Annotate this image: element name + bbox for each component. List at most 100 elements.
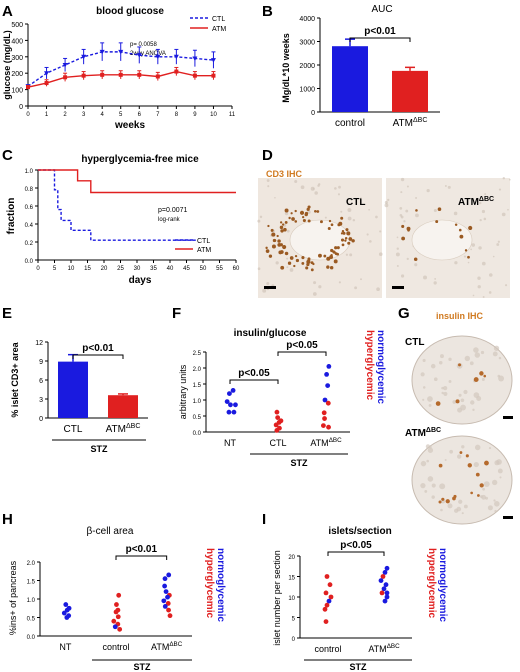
tissue-texture [447, 185, 451, 189]
chart-f-y-label: arbitrary units [178, 364, 188, 419]
chart-i-point [326, 598, 332, 604]
scale-bar [503, 516, 513, 519]
tissue-texture [472, 408, 475, 412]
chart-h-y-tick-label: 2.0 [27, 561, 36, 567]
cd3-positive-cell [293, 264, 296, 268]
tissue-texture [502, 177, 505, 180]
chart-f-point [275, 415, 281, 420]
tissue-texture [473, 347, 479, 353]
cd3-positive-cell [330, 223, 334, 227]
chart-e-y-tick-label: 0 [39, 416, 43, 423]
chart-c-x-tick-label: 35 [150, 266, 157, 272]
chart-h-point [111, 618, 117, 624]
scale-bar [392, 286, 404, 289]
tissue-texture [340, 210, 343, 213]
chart-c-x-label: days [129, 275, 152, 286]
insulin-positive-islet [484, 460, 489, 466]
tissue-texture [405, 209, 409, 213]
insulin-positive-islet [473, 377, 479, 382]
insulin-positive-islet [445, 499, 450, 504]
tissue-texture [434, 278, 437, 280]
tissue-texture [479, 218, 482, 222]
chart-a-x-tick-label: 4 [101, 112, 105, 118]
tissue-texture [478, 246, 482, 250]
tissue-texture [307, 210, 311, 214]
tissue-texture [384, 203, 389, 208]
cd3-positive-cell [467, 255, 470, 259]
cd3-positive-cell [284, 221, 288, 224]
cd3-positive-cell [329, 265, 334, 270]
chart-h-point [113, 609, 119, 615]
chart-i-point [383, 582, 389, 588]
chart-f-title: insulin/glucose [234, 328, 307, 339]
tissue-texture [368, 208, 370, 211]
chart-e-y-tick-label: 12 [35, 340, 43, 347]
tissue-texture [481, 261, 486, 266]
chart-a-point [136, 53, 142, 58]
panel-letter-h: H [2, 511, 13, 528]
tissue-texture [479, 495, 483, 498]
chart-e-y-label: % islet CD3+ area [10, 341, 20, 417]
panel-letter-b: B [262, 3, 273, 20]
panel-letter-d: D [262, 147, 273, 164]
tissue-texture [433, 208, 437, 213]
chart-f-y-tick-label: 1.5 [193, 383, 202, 389]
insulin-positive-islet [438, 500, 442, 504]
chart-f-y-tick-label: 0.0 [193, 431, 202, 437]
chart-i-y-label: islet number per section [272, 550, 282, 646]
tissue-texture [473, 461, 479, 468]
panel-letter-g: G [398, 305, 410, 322]
chart-h-title: β-cell area [87, 526, 134, 537]
chart-a-point [155, 54, 161, 60]
cd3-positive-cell [326, 265, 330, 269]
chart-h-y-tick-label: 0.5 [27, 617, 36, 623]
chart-f-hyperglycemic-label: hyperglycemic [364, 330, 375, 400]
panel-letter-c: C [2, 147, 13, 164]
tissue-texture [470, 400, 475, 405]
cd3-positive-cell [304, 211, 309, 216]
chart-f-point [273, 422, 279, 428]
panel-letter-e: E [2, 305, 12, 322]
tissue-texture [489, 273, 493, 277]
chart-h-point [116, 592, 122, 598]
tissue-texture [458, 393, 462, 397]
chart-a-point [173, 54, 179, 60]
chart-c-x-tick-label: 20 [101, 266, 108, 272]
insulin-positive-islet [435, 401, 441, 406]
chart-e-bracket [72, 354, 124, 359]
chart-i-category-label: control [314, 644, 341, 654]
chart-b-y-tick-label: 0 [311, 110, 315, 117]
chart-a-x-tick-label: 1 [45, 112, 49, 118]
tissue-texture [461, 445, 465, 449]
tissue-texture [439, 361, 443, 365]
tissue-texture [497, 468, 503, 474]
chart-f-point [326, 364, 332, 369]
cd3-positive-cell [347, 241, 351, 245]
chart-a-y-tick-label: 500 [11, 22, 23, 29]
insulin-positive-islet [479, 483, 484, 488]
chart-f-y-tick-label: 2.5 [193, 351, 202, 357]
chart-a-legend-label: ATM [212, 26, 226, 33]
tissue-texture [477, 276, 481, 280]
tissue-texture [501, 212, 506, 217]
chart-h-point [117, 626, 123, 632]
tissue-texture [507, 208, 509, 211]
cd3-positive-cell [459, 234, 464, 239]
chart-e-y-tick-label: 6 [39, 378, 43, 385]
cd3-positive-cell [345, 228, 349, 232]
chart-c-x-tick-label: 50 [200, 266, 207, 272]
chart-i-point [322, 606, 328, 612]
cd3-positive-cell [281, 223, 285, 226]
chart-b-bracket [349, 37, 411, 42]
tissue-texture [415, 213, 419, 218]
chart-f-point [324, 372, 329, 377]
chart-c-legend-label: CTL [197, 238, 210, 245]
chart-h-p-value: p<0.01 [126, 544, 158, 555]
tissue-texture [494, 501, 500, 507]
tissue-texture [312, 292, 317, 296]
tissue-texture [431, 495, 435, 499]
cd3-positive-cell [344, 239, 347, 242]
chart-i-point [384, 565, 390, 571]
tissue-texture [266, 281, 270, 285]
